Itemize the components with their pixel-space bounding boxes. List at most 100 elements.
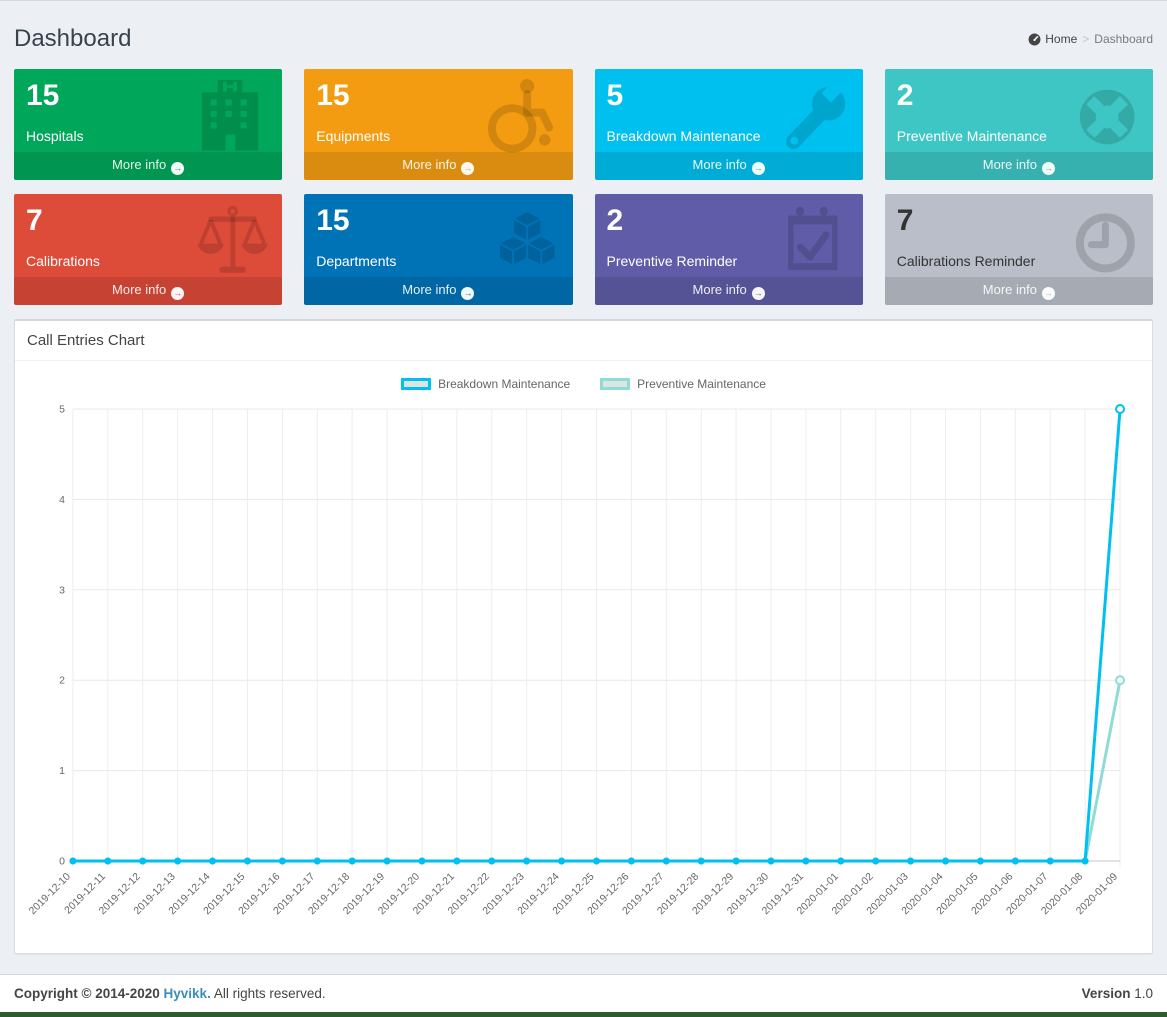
- info-box-label: Equipments: [316, 128, 391, 144]
- page-title: Dashboard: [14, 25, 132, 52]
- breadcrumb-home-link[interactable]: Home: [1028, 32, 1077, 46]
- data-point: [592, 857, 600, 865]
- legend-swatch-breakdown: [401, 378, 432, 390]
- data-point: [348, 857, 356, 865]
- data-point: [383, 857, 391, 865]
- legend-item-preventive-maintenance[interactable]: Preventive Maintenance: [600, 377, 766, 391]
- data-point: [802, 857, 810, 865]
- data-point: [558, 857, 566, 865]
- data-point: [523, 857, 531, 865]
- data-point: [907, 857, 915, 865]
- footer-rights: All rights reserved.: [213, 986, 326, 1001]
- more-info-link[interactable]: More info →: [594, 152, 863, 180]
- y-axis-tick-label: 5: [59, 404, 65, 415]
- more-info-label: More info: [112, 282, 167, 297]
- info-box-calibrations-reminder: 7 Calibrations Reminder More info →: [884, 194, 1153, 305]
- more-info-link[interactable]: More info →: [304, 152, 573, 180]
- call-entries-chart-panel: Call Entries Chart Breakdown Maintenance…: [14, 319, 1153, 954]
- info-box-inner: 5 Breakdown Maintenance: [595, 69, 863, 152]
- main-footer: Copyright © 2014-2020 Hyvikk. All rights…: [0, 974, 1167, 1012]
- content-header: Dashboard Home > Dashboard: [0, 1, 1167, 69]
- data-point: [313, 857, 321, 865]
- data-point: [69, 857, 77, 865]
- cubes-icon: [477, 198, 565, 291]
- legend-label: Preventive Maintenance: [637, 377, 766, 391]
- info-box-label: Calibrations: [26, 253, 100, 269]
- legend-item-breakdown-maintenance[interactable]: Breakdown Maintenance: [401, 377, 570, 391]
- data-point: [418, 857, 426, 865]
- info-box-label: Departments: [316, 253, 397, 269]
- info-box-equipments: 15 Equipments More info →: [304, 69, 573, 180]
- more-info-link[interactable]: More info →: [14, 277, 283, 305]
- info-box-value: 15: [26, 79, 60, 112]
- arrow-circle-right-icon: →: [461, 287, 475, 300]
- data-point: [697, 857, 705, 865]
- info-box-value: 15: [316, 79, 350, 112]
- life-ring-icon: [1057, 73, 1145, 166]
- arrow-circle-right-icon: →: [751, 287, 765, 300]
- clock-icon: [1057, 198, 1145, 291]
- legend-swatch-preventive: [600, 378, 631, 390]
- more-info-link[interactable]: More info →: [884, 152, 1153, 180]
- footer-version-label: Version: [1081, 986, 1131, 1001]
- wrench-icon: [767, 73, 855, 166]
- data-point: [732, 857, 740, 865]
- bottom-edge: [0, 1012, 1167, 1017]
- more-info-label: More info: [402, 282, 457, 297]
- data-point: [662, 857, 670, 865]
- data-point: [243, 857, 251, 865]
- data-point: [1081, 857, 1089, 865]
- info-box-inner: 2 Preventive Maintenance: [885, 69, 1153, 152]
- more-info-link[interactable]: More info →: [884, 277, 1153, 305]
- wheelchair-icon: [477, 73, 565, 166]
- data-point: [453, 857, 461, 865]
- arrow-circle-right-icon: →: [1041, 287, 1055, 300]
- y-axis-tick-label: 4: [59, 495, 65, 506]
- more-info-label: More info: [692, 157, 747, 172]
- data-point: [1011, 857, 1019, 865]
- y-axis-tick-label: 3: [59, 585, 65, 596]
- info-boxes-grid: 15 Hospitals More info → 15 Equipments: [14, 69, 1153, 305]
- info-box-breakdown-maintenance: 5 Breakdown Maintenance More info →: [594, 69, 863, 180]
- data-point: [837, 857, 845, 865]
- info-box-inner: 7 Calibrations Reminder: [885, 194, 1153, 277]
- info-box-label: Calibrations Reminder: [896, 253, 1036, 269]
- y-axis-tick-label: 2: [59, 676, 65, 687]
- legend-label: Breakdown Maintenance: [438, 377, 571, 391]
- more-info-link[interactable]: More info →: [304, 277, 573, 305]
- more-info-link[interactable]: More info →: [594, 277, 863, 305]
- data-point: [139, 857, 147, 865]
- data-point: [1046, 857, 1054, 865]
- data-point: [872, 857, 880, 865]
- chart-panel-body: Breakdown Maintenance Preventive Mainten…: [15, 361, 1152, 953]
- info-box-departments: 15 Departments More info →: [304, 194, 573, 305]
- chart-legend: Breakdown Maintenance Preventive Mainten…: [25, 369, 1142, 401]
- data-point: [104, 857, 112, 865]
- arrow-circle-right-icon: →: [171, 287, 185, 300]
- more-info-label: More info: [692, 282, 747, 297]
- breadcrumb-current: Dashboard: [1094, 32, 1153, 46]
- info-box-inner: 15 Departments: [304, 194, 572, 277]
- more-info-link[interactable]: More info →: [14, 152, 283, 180]
- arrow-circle-right-icon: →: [1041, 162, 1055, 175]
- more-info-label: More info: [112, 157, 167, 172]
- info-box-calibrations: 7 Calibrations More info →: [14, 194, 283, 305]
- arrow-circle-right-icon: →: [171, 162, 185, 175]
- calendar-check-icon: [767, 198, 855, 291]
- info-box-label: Hospitals: [26, 128, 84, 144]
- brand-link[interactable]: Hyvikk.: [163, 986, 211, 1001]
- data-point: [209, 857, 217, 865]
- data-point: [627, 857, 635, 865]
- info-box-preventive-reminder: 2 Preventive Reminder More info →: [594, 194, 863, 305]
- chart-panel-title: Call Entries Chart: [15, 321, 1152, 361]
- more-info-label: More info: [402, 157, 457, 172]
- data-point: [1115, 675, 1126, 686]
- y-axis-tick-label: 0: [59, 856, 65, 867]
- hospital-icon: [186, 73, 274, 166]
- info-box-label: Breakdown Maintenance: [606, 128, 761, 144]
- dashboard-gauge-icon: [1028, 33, 1041, 45]
- y-axis-tick-label: 1: [59, 766, 65, 777]
- breadcrumb-home-label: Home: [1045, 32, 1078, 46]
- more-info-label: More info: [982, 282, 1037, 297]
- info-box-inner: 7 Calibrations: [14, 194, 282, 277]
